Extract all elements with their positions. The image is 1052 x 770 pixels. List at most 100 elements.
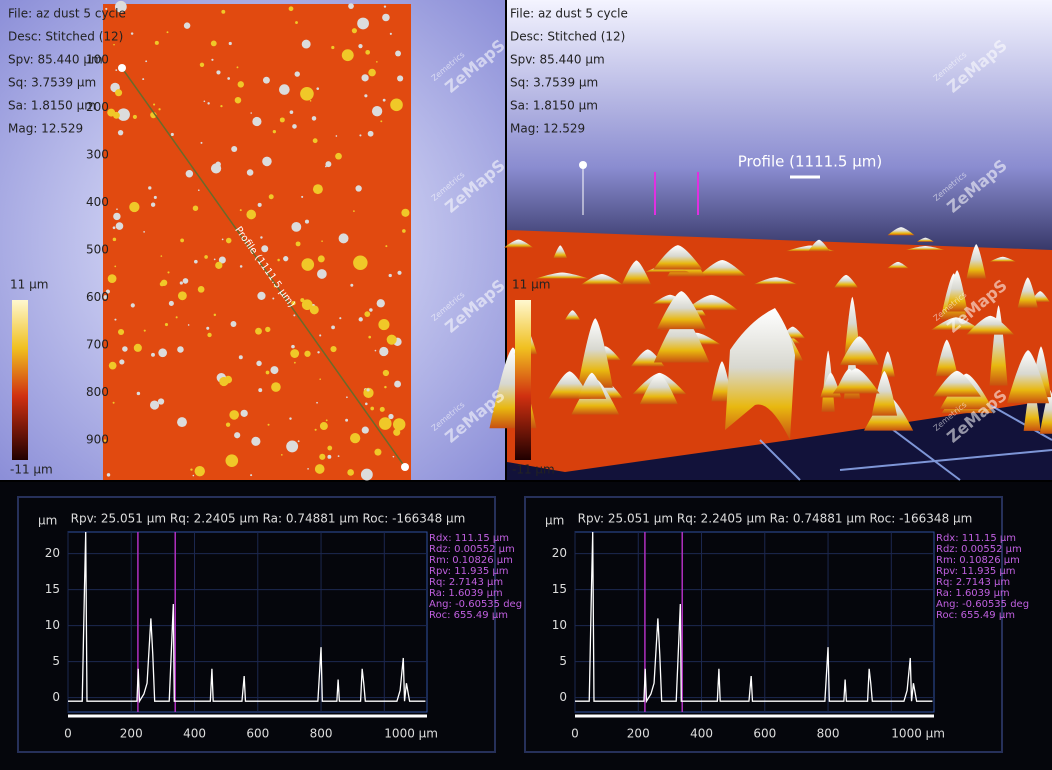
particle [137,392,140,395]
particle [118,329,124,335]
particle [151,353,155,357]
info-line: File: az dust 5 cycle [510,7,628,21]
particle [226,422,230,426]
particle [204,100,206,102]
particle [393,418,405,430]
particle [374,449,381,456]
scale-max: 11 µm [512,278,550,292]
color-scale [515,300,531,460]
particle [260,236,262,238]
particle [158,348,167,357]
particle [352,28,357,33]
handle[interactable] [579,161,587,169]
particle [346,396,348,398]
particle [114,265,116,267]
particle [131,32,133,34]
particle [368,336,371,339]
particle [204,255,208,259]
particle [195,466,205,476]
particle [107,473,110,476]
particle [395,51,401,57]
particle [265,327,270,332]
particle [161,280,167,286]
particle [177,417,187,427]
particle [393,456,395,458]
particle [293,314,295,316]
particle [171,133,174,136]
particle [301,258,314,271]
particle [375,350,377,352]
particle [368,131,374,137]
particle [116,208,118,210]
particle [154,196,157,199]
particle [250,474,252,476]
scale-min: -11 µm [512,463,555,477]
particle [401,209,409,217]
particle [169,301,174,306]
stat-line: Rm: 0.10826 µm [936,555,1020,566]
particle [305,220,309,224]
particle [380,120,382,122]
particle [113,44,115,46]
particle [350,284,353,287]
y-tick-label: 10 [45,618,60,632]
y-label: 500 [86,243,109,257]
handle[interactable] [401,463,409,471]
particle [211,167,214,170]
particle [270,366,278,374]
particle [198,189,200,191]
particle [359,134,361,136]
particle [378,319,389,330]
particle [176,316,178,318]
particle [300,298,304,302]
particle [307,468,309,470]
stat-line: Rdz: 0.00552 µm [936,544,1022,555]
particle [222,239,224,241]
y-label: 800 [86,385,109,399]
particle [290,110,294,114]
particle [379,347,388,356]
particle [380,407,385,412]
particle [280,117,285,122]
y-tick-label: 15 [552,582,567,596]
particle [316,87,319,90]
particle [319,454,325,460]
stat-line: Rdx: 111.15 µm [429,533,509,544]
handle[interactable] [118,64,126,72]
particle [193,475,195,477]
particle [113,213,120,220]
particle [339,233,349,243]
particle [315,429,317,431]
particle [390,33,392,35]
x-tick-label: 600 [246,727,269,741]
stat-line: Ra: 1.6039 µm [429,588,503,599]
particle [158,398,164,404]
scale-min: -11 µm [10,463,53,477]
particle [336,135,338,137]
particle [331,325,335,329]
particle [383,370,389,376]
y-tick-label: 20 [45,546,60,560]
stat-line: Rpv: 11.935 µm [429,566,509,577]
particle [376,61,378,63]
particle [177,346,184,353]
particle [362,427,369,434]
particle [190,468,192,470]
particle [188,324,190,326]
particle [385,245,387,247]
particle [200,63,204,67]
particle [321,240,323,242]
particle [113,402,115,404]
particle [255,328,262,335]
x-tick-label: 800 [817,727,840,741]
particle [262,157,272,167]
particle [116,222,124,230]
particle [250,112,252,114]
particle [388,414,393,419]
y-label: 200 [86,100,109,114]
particle [108,274,117,283]
particle [317,351,319,353]
particle [261,245,268,252]
particle [358,44,362,48]
particle [279,84,290,95]
